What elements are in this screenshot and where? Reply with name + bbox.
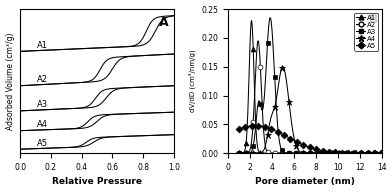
Y-axis label: dV/dD (cm³/nm/g): dV/dD (cm³/nm/g) [188, 50, 196, 113]
X-axis label: Relative Pressure: Relative Pressure [52, 177, 142, 186]
Y-axis label: Adsorbed Volume (cm³/g): Adsorbed Volume (cm³/g) [5, 32, 15, 130]
Text: A: A [158, 16, 168, 29]
Legend: A1, A2, A3, A4, A5: A1, A2, A3, A4, A5 [354, 12, 378, 51]
Text: A2: A2 [37, 75, 48, 84]
X-axis label: Pore diameter (nm): Pore diameter (nm) [255, 177, 355, 186]
Text: A4: A4 [37, 120, 48, 129]
Text: A5: A5 [37, 138, 48, 147]
Text: A1: A1 [37, 41, 48, 50]
Text: B: B [369, 13, 379, 26]
Text: A3: A3 [37, 100, 48, 109]
